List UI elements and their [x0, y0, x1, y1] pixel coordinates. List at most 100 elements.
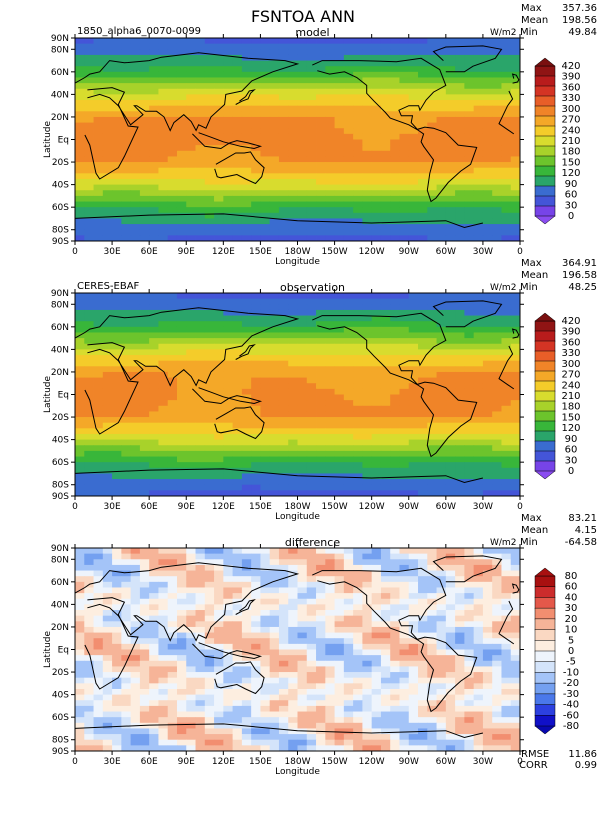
heatmap-cell	[102, 326, 113, 333]
heatmap-cell	[445, 428, 456, 435]
heatmap-cell	[102, 655, 113, 662]
heatmap-cell	[121, 688, 132, 696]
heatmap-cell	[464, 235, 475, 242]
heatmap-cell	[297, 173, 308, 180]
heatmap-cell	[149, 229, 159, 236]
heatmap-cell	[297, 484, 308, 491]
heatmap-cell	[353, 190, 363, 197]
heatmap-cell	[121, 643, 132, 650]
heatmap-cell	[102, 371, 113, 378]
heatmap-cell	[139, 94, 150, 101]
heatmap-cell	[93, 304, 104, 311]
heatmap-cell	[362, 593, 373, 600]
heatmap-cell	[102, 184, 113, 191]
heatmap-cell	[362, 355, 373, 362]
heatmap-cell	[241, 71, 252, 78]
stat-max-value: 357.36	[562, 3, 597, 14]
heatmap-cell	[297, 388, 308, 395]
heatmap-cell	[408, 683, 419, 690]
heatmap-cell	[93, 178, 104, 186]
heatmap-cell	[436, 116, 447, 123]
heatmap-cell	[501, 593, 512, 600]
heatmap-cell	[260, 548, 271, 555]
heatmap-cell	[492, 598, 502, 605]
heatmap-cell	[408, 116, 419, 123]
heatmap-cell	[102, 593, 113, 600]
heatmap-cell	[130, 587, 141, 594]
heatmap-cell	[260, 615, 271, 622]
heatmap-cell	[297, 570, 308, 577]
heatmap-cell	[343, 587, 354, 594]
heatmap-cell	[390, 88, 400, 95]
heatmap-cell	[84, 167, 94, 174]
heatmap-cell	[102, 688, 113, 696]
heatmap-cell	[121, 490, 132, 497]
heatmap-cell	[278, 593, 289, 600]
heatmap-cell	[260, 366, 271, 373]
heatmap-cell	[399, 139, 410, 146]
heatmap-cell	[297, 60, 308, 67]
heatmap-cell	[306, 604, 317, 611]
heatmap-cell	[325, 184, 335, 191]
heatmap-cell	[455, 293, 465, 300]
heatmap-cell	[278, 559, 289, 566]
heatmap-cell	[269, 564, 280, 571]
heatmap-cell	[297, 688, 308, 696]
heatmap-cell	[325, 643, 335, 650]
heatmap-cell	[232, 422, 243, 429]
heatmap-cell	[260, 190, 271, 197]
heatmap-cell	[288, 450, 298, 457]
heatmap-cell	[464, 467, 475, 474]
heatmap-cell	[418, 77, 428, 84]
heatmap-cell	[408, 315, 419, 322]
heatmap-cell	[260, 411, 271, 418]
heatmap-cell	[149, 467, 159, 474]
heatmap-cell	[167, 581, 178, 588]
heatmap-cell	[343, 456, 354, 463]
heatmap-cell	[399, 479, 410, 486]
heatmap-cell	[75, 122, 85, 129]
heatmap-cell	[297, 105, 308, 112]
colorbar-tick-label: 210	[561, 136, 580, 147]
heatmap-cell	[121, 559, 132, 566]
heatmap-cell	[176, 638, 187, 645]
heatmap-cell	[204, 71, 215, 78]
heatmap-cell	[130, 598, 141, 605]
heatmap-cell	[84, 450, 94, 457]
heatmap-cell	[167, 610, 178, 617]
heatmap-cell	[306, 553, 317, 560]
heatmap-cell	[223, 593, 233, 600]
heatmap-cell	[158, 593, 169, 600]
heatmap-cell	[186, 615, 196, 622]
heatmap-cell	[427, 173, 437, 180]
heatmap-cell	[316, 298, 326, 305]
heatmap-cell	[158, 638, 169, 645]
heatmap-cell	[380, 332, 391, 339]
heatmap-cell	[464, 315, 475, 322]
heatmap-cell	[149, 626, 159, 633]
heatmap-cell	[195, 383, 206, 390]
heatmap-cell	[278, 666, 289, 673]
heatmap-cell	[306, 150, 317, 157]
heatmap-cell	[278, 445, 289, 452]
heatmap-cell	[139, 559, 150, 566]
y-tick-label: 40N	[51, 345, 69, 355]
heatmap-cell	[241, 43, 252, 50]
heatmap-cell	[130, 111, 141, 118]
heatmap-cell	[390, 377, 400, 384]
heatmap-cell	[492, 60, 502, 67]
heatmap-cell	[325, 355, 335, 362]
heatmap-cell	[84, 643, 94, 650]
heatmap-cell	[380, 150, 391, 157]
heatmap-cell	[473, 349, 484, 356]
heatmap-cell	[121, 173, 132, 180]
colorbar-swatch	[534, 135, 556, 147]
heatmap-cell	[501, 383, 512, 390]
heatmap-cell	[334, 660, 345, 667]
heatmap-cell	[186, 548, 196, 555]
heatmap-cell	[75, 564, 85, 571]
heatmap-cell	[241, 688, 252, 696]
heatmap-cell	[112, 178, 122, 186]
heatmap-cell	[362, 293, 373, 300]
heatmap-cell	[269, 428, 280, 435]
